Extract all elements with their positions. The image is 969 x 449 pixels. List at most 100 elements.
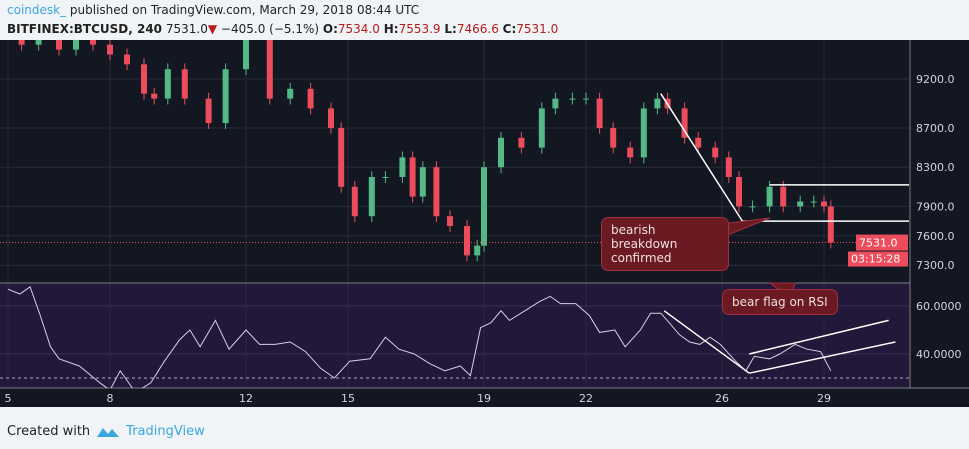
candle-body (827, 206, 834, 243)
time-tick-label: 26 (715, 392, 729, 405)
rsi-trendline (749, 341, 896, 374)
candle-body (464, 226, 470, 256)
candle-body (569, 98, 576, 100)
candle-body (447, 216, 453, 226)
candle-body (797, 201, 804, 207)
candle-body (368, 177, 375, 217)
time-tick-label: 22 (579, 392, 593, 405)
candle-body (151, 93, 158, 99)
rsi-tick-label: 40.0000 (916, 348, 962, 361)
symbol-name: BITFINEX:BTCUSD, 240 (7, 22, 163, 36)
candle-body (56, 40, 62, 50)
candle-body (712, 147, 719, 158)
candle-body (205, 98, 212, 124)
symbol-legend: BITFINEX:BTCUSD, 240 7531.0▼ −405.0 (−5.… (7, 22, 558, 36)
rsi-trendline (749, 319, 889, 355)
candle-body (287, 88, 294, 99)
last-price-badge (856, 234, 908, 251)
candle-body (266, 40, 273, 99)
candle-body (181, 69, 188, 99)
tradingview-logo-icon (97, 427, 120, 437)
down-arrow-icon: ▼ (207, 22, 218, 36)
time-tick-label: 8 (107, 392, 114, 405)
price-change: −405.0 (−5.1%) (220, 22, 320, 36)
candle-body (596, 98, 603, 128)
countdown-label: 03:15:28 (851, 253, 900, 266)
time-tick-label: 12 (239, 392, 253, 405)
candle-body (35, 40, 42, 45)
candle-body (610, 128, 617, 148)
price-tick-label: 7300.0 (916, 259, 955, 272)
candle-body (73, 40, 79, 50)
candle-body (164, 69, 171, 99)
open-value: 7534.0 (337, 22, 380, 36)
time-tick-label: 29 (817, 392, 831, 405)
last-price-label: 7531.0 (859, 237, 898, 250)
candle-body (338, 128, 345, 187)
countdown-badge (848, 251, 908, 267)
candle-body (538, 108, 545, 148)
candle-body (498, 137, 504, 168)
price-tick-label: 7900.0 (916, 200, 955, 213)
candle-body (243, 40, 249, 70)
low-value: 7466.6 (456, 22, 499, 36)
candle-body (433, 167, 440, 217)
rsi-trendline (663, 310, 750, 374)
publish-info: coindesk_ published on TradingView.com, … (7, 3, 419, 17)
candle-body (695, 137, 702, 148)
candle-body (780, 186, 787, 207)
candle-body (419, 167, 426, 197)
price-tick-label: 7600.0 (916, 230, 955, 243)
close-value: 7531.0 (516, 22, 559, 36)
candle-body (681, 108, 688, 138)
chart-canvas[interactable]: 5 8 12 15 19 22 26 29 9200.0 8700.0 8300.0 7900.0 76… (0, 40, 969, 407)
candle-body (821, 201, 827, 207)
candle-body (481, 167, 487, 246)
price-callout[interactable]: bearish breakdown confirmed (601, 217, 729, 271)
candle-body (351, 186, 358, 217)
rsi-tick-label: 60.0000 (916, 300, 962, 313)
price-tick-label: 8300.0 (916, 161, 955, 174)
price-tick-label: 9200.0 (916, 73, 955, 86)
close-label: C: (502, 22, 517, 36)
footer: Created with TradingView (7, 424, 205, 439)
tradingview-link[interactable]: TradingView (126, 424, 205, 439)
candle-body (382, 177, 389, 178)
candle-body (583, 98, 589, 100)
price-tick-label: 8700.0 (916, 122, 955, 135)
price-trendline (660, 93, 744, 222)
candle-body (725, 157, 732, 177)
candle-body (749, 206, 756, 208)
low-label: L: (444, 22, 457, 36)
candle-body (627, 147, 634, 158)
time-tick-label: 19 (477, 392, 491, 405)
candle-body (328, 108, 334, 128)
time-tick-label: 15 (341, 392, 355, 405)
author-link[interactable]: coindesk_ (7, 3, 67, 17)
candle-body (399, 157, 406, 177)
rsi-callout[interactable]: bear flag on RSI (722, 289, 838, 315)
candle-body (141, 64, 147, 94)
open-label: O: (322, 22, 338, 36)
high-label: H: (383, 22, 399, 36)
publish-text: published on TradingView.com, March 29, … (69, 3, 420, 17)
candle-body (552, 98, 559, 109)
candle-body (409, 157, 416, 197)
candle-body (307, 88, 314, 109)
time-tick-label: 5 (5, 392, 12, 405)
candle-body (107, 44, 113, 55)
rsi-line (7, 286, 832, 388)
candle-body (736, 177, 742, 207)
candle-body (222, 69, 229, 124)
candle-body (474, 245, 481, 256)
candle-body (654, 98, 661, 109)
last-price: 7531.0 (165, 22, 208, 36)
created-with-text: Created with (7, 424, 91, 439)
candle-body (124, 54, 130, 65)
candle-body (640, 108, 647, 158)
candle-body (766, 186, 773, 207)
candle-body (90, 40, 96, 45)
candle-body (18, 40, 25, 45)
high-value: 7553.9 (398, 22, 441, 36)
chart-area[interactable]: 5 8 12 15 19 22 26 29 9200.0 8700.0 8300.0 7900.0 76… (0, 40, 969, 407)
